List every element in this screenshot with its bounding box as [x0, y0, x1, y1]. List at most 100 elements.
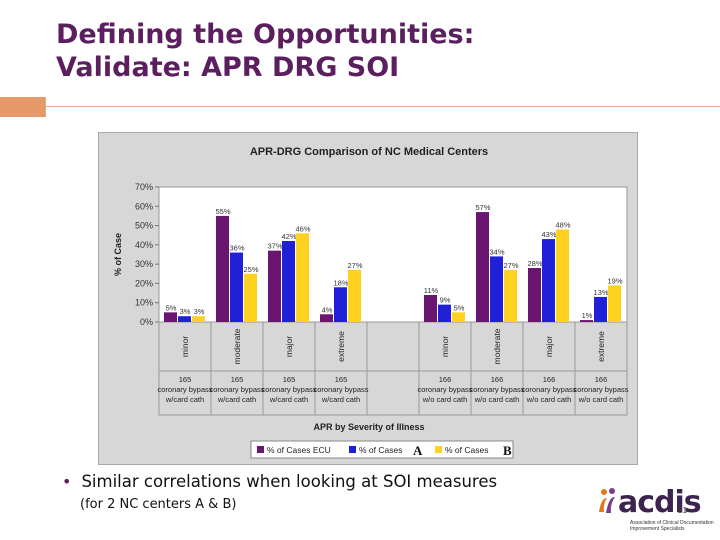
bullet-icon: • [62, 472, 72, 491]
y-tick-label: 50% [135, 221, 153, 231]
accent-bar [0, 97, 45, 117]
y-axis-title: % of Case [113, 233, 123, 276]
bar-data-label: 48% [555, 220, 570, 229]
bar [268, 250, 281, 322]
drg-label: w/o card cath [526, 395, 572, 404]
bar [164, 312, 177, 322]
drg-label: 165 [179, 375, 192, 384]
y-tick-label: 10% [135, 298, 153, 308]
bar [296, 233, 309, 322]
bar [424, 295, 437, 322]
legend-label: % of Cases ECU [267, 445, 331, 455]
bar-data-label: 4% [322, 305, 333, 314]
drg-label: w/card cath [269, 395, 308, 404]
sub-bullet-text: (for 2 NC centers A & B) [80, 497, 237, 512]
bar [476, 212, 489, 322]
bar-data-label: 43% [541, 230, 556, 239]
y-tick-label: 70% [135, 182, 153, 192]
drg-label: 166 [491, 375, 504, 384]
bar [192, 316, 205, 322]
legend-swatch [435, 446, 442, 453]
drg-label: coronary bypass [261, 385, 316, 394]
bar [490, 256, 503, 322]
drg-label: w/o card cath [422, 395, 468, 404]
acdis-logo: acdis Association of Clinical Documentat… [596, 484, 714, 536]
y-tick-label: 40% [135, 240, 153, 250]
soi-label: moderate [492, 328, 502, 364]
drg-label: 165 [335, 375, 348, 384]
bar-data-label: 9% [440, 296, 451, 305]
bar [528, 268, 541, 322]
legend-marker-a: A [413, 443, 423, 458]
drg-label: 165 [231, 375, 244, 384]
drg-label: w/card cath [321, 395, 360, 404]
bar [334, 287, 347, 322]
drg-label: coronary bypass [469, 385, 524, 394]
bar-data-label: 28% [527, 259, 542, 268]
y-tick-label: 20% [135, 278, 153, 288]
bar-data-label: 27% [503, 261, 518, 270]
legend-marker-b: B [503, 443, 512, 458]
bar [348, 269, 361, 322]
bar [556, 229, 569, 322]
bar [542, 239, 555, 322]
drg-label: coronary bypass [313, 385, 368, 394]
title-rule-tick [45, 97, 46, 117]
x-axis-title: APR by Severity of Illness [313, 422, 424, 432]
bar [216, 215, 229, 322]
soi-label: extreme [336, 331, 346, 362]
drg-label: w/card cath [217, 395, 256, 404]
category-table [158, 321, 628, 416]
drg-label: coronary bypass [209, 385, 264, 394]
soi-label: major [284, 336, 294, 357]
people-icon [599, 488, 615, 513]
drg-label: coronary bypass [417, 385, 472, 394]
bar-data-label: 27% [347, 261, 362, 270]
bar-data-label: 5% [166, 303, 177, 312]
bar-data-label: 18% [333, 278, 348, 287]
bar-data-label: 36% [229, 244, 244, 253]
chart-panel: APR-DRG Comparison of NC Medical Centers… [98, 132, 638, 465]
bullet-text: Similar correlations when looking at SOI… [81, 472, 498, 491]
drg-label: 166 [439, 375, 452, 384]
bar-data-label: 46% [295, 224, 310, 233]
bar [504, 269, 517, 322]
drg-label: w/o card cath [474, 395, 520, 404]
page-number: 21 [678, 506, 687, 515]
bar-data-label: 5% [454, 303, 465, 312]
soi-label: minor [440, 336, 450, 357]
bar-data-label: 11% [424, 286, 439, 295]
bar [178, 316, 191, 322]
y-tick-label: 60% [135, 201, 153, 211]
y-tick-label: 0% [140, 317, 153, 327]
slide-title: Defining the Opportunities: Validate: AP… [56, 18, 696, 84]
bar [438, 304, 451, 322]
drg-label: coronary bypass [521, 385, 576, 394]
logo-tagline: Association of Clinical Documentation Im… [630, 520, 714, 532]
legend-label: % of Cases [445, 445, 488, 455]
drg-label: coronary bypass [573, 385, 628, 394]
drg-label: 165 [283, 375, 296, 384]
bar-data-label: 25% [243, 265, 258, 274]
bar-data-label: 19% [607, 276, 622, 285]
slide-title-line2: Validate: APR DRG SOI [56, 52, 400, 83]
bar-data-label: 42% [281, 232, 296, 241]
legend [250, 440, 514, 459]
bar [594, 296, 607, 322]
bar-data-label: 57% [475, 203, 490, 212]
title-rule [45, 106, 720, 107]
drg-label: 166 [543, 375, 556, 384]
bar-data-label: 13% [593, 288, 608, 297]
bar [452, 312, 465, 322]
drg-label: w/o card cath [578, 395, 624, 404]
bar [580, 320, 593, 322]
drg-label: 166 [595, 375, 608, 384]
bar-data-label: 55% [215, 207, 230, 216]
bar-data-label: 3% [180, 307, 191, 316]
soi-label: extreme [596, 331, 606, 362]
soi-label: minor [180, 336, 190, 357]
bullet-item: • Similar correlations when looking at SO… [62, 472, 497, 491]
bar-data-label: 37% [267, 242, 282, 251]
chart-title: APR-DRG Comparison of NC Medical Centers [249, 146, 489, 158]
